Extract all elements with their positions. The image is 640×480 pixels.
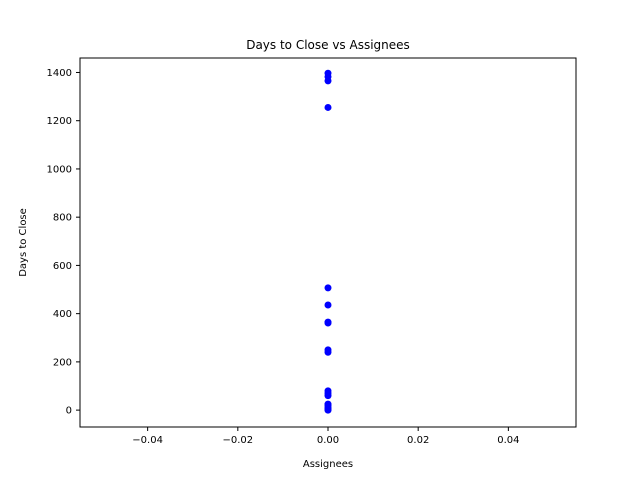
y-tick-label: 1200 xyxy=(47,116,72,127)
y-tick-label: 800 xyxy=(53,213,72,224)
x-axis-ticks: −0.04 −0.02 0.00 0.02 0.04 xyxy=(132,427,519,446)
data-point xyxy=(324,103,332,111)
plot-frame xyxy=(79,57,577,428)
data-point xyxy=(324,284,332,292)
data-point xyxy=(324,392,332,400)
x-tick-label: −0.04 xyxy=(132,435,163,446)
data-point xyxy=(324,301,332,309)
y-tick-label: 400 xyxy=(53,309,72,320)
data-point xyxy=(324,348,332,356)
x-axis-label: Assignees xyxy=(303,459,353,470)
x-tick-label: 0.00 xyxy=(317,435,339,446)
data-point xyxy=(324,77,332,85)
y-tick-label: 600 xyxy=(53,261,72,272)
chart-title: Days to Close vs Assignees xyxy=(246,38,410,52)
y-tick-label: 200 xyxy=(53,357,72,368)
x-tick-label: 0.04 xyxy=(497,435,519,446)
data-point xyxy=(324,319,332,327)
y-axis-ticks: 0 200 400 600 800 1000 1200 1400 xyxy=(47,68,80,417)
y-tick-label: 0 xyxy=(66,406,72,417)
data-points xyxy=(324,69,332,414)
y-tick-label: 1000 xyxy=(47,164,72,175)
x-tick-label: 0.02 xyxy=(407,435,429,446)
data-point xyxy=(324,406,332,414)
x-tick-label: −0.02 xyxy=(222,435,253,446)
y-tick-label: 1400 xyxy=(47,68,72,79)
y-axis-label: Days to Close xyxy=(18,208,29,277)
